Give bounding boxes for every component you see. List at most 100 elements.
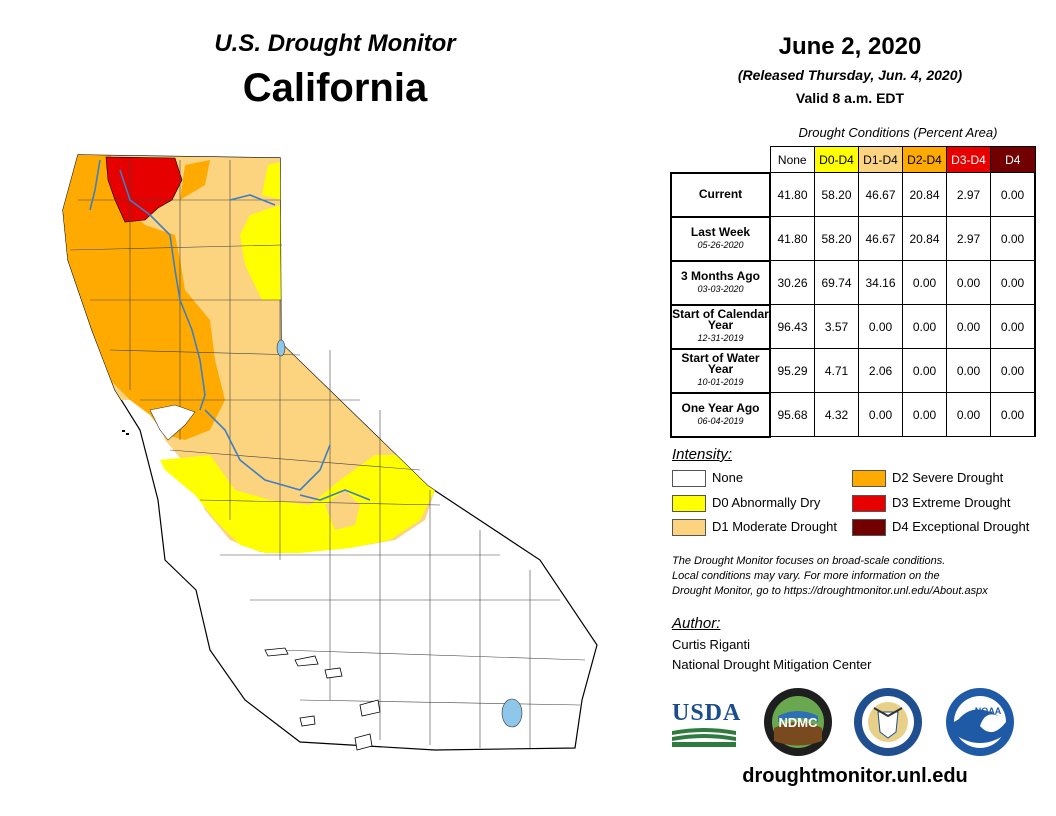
release-date: (Released Thursday, Jun. 4, 2020) <box>737 67 963 83</box>
table-row: Current 41.80 58.20 46.67 20.84 2.97 0.00 <box>670 171 1036 218</box>
usda-logo: USDA <box>672 700 742 750</box>
table-caption: Drought Conditions (Percent Area) <box>798 125 998 140</box>
row-label-text: One Year Ago <box>681 400 760 415</box>
table-cell: 69.74 <box>814 260 859 305</box>
table-cell: 0.00 <box>858 304 903 349</box>
row-label: Start of Water Year 10-01-2019 <box>670 347 771 394</box>
table-corner <box>671 147 770 173</box>
noaa-logo: NOAA <box>946 688 1014 756</box>
legend-swatch <box>852 470 886 487</box>
table-cell: 0.00 <box>990 216 1036 261</box>
table-cell: 0.00 <box>990 172 1036 217</box>
table-cell: 20.84 <box>902 172 947 217</box>
legend-label: D3 Extreme Drought <box>892 495 1011 510</box>
row-label-text: 3 Months Ago <box>681 268 760 283</box>
table-cell: 2.06 <box>858 348 903 393</box>
note-line-1: The Drought Monitor focuses on broad-sca… <box>672 555 946 567</box>
note-line-3: Drought Monitor, go to https://droughtmo… <box>672 585 988 597</box>
monitor-title: U.S. Drought Monitor <box>214 30 456 57</box>
row-label-text: Last Week <box>690 224 751 239</box>
row-date: 05-26-2020 <box>697 239 744 250</box>
author-organization: National Drought Mitigation Center <box>672 657 872 672</box>
d2-region-north <box>180 160 210 200</box>
table-cell: 95.68 <box>769 392 815 437</box>
usda-logo-text: USDA <box>672 700 742 726</box>
note-line-2: Local conditions may vary. For more info… <box>672 570 940 582</box>
column-header-d0-d4: D0-D4 <box>814 146 859 173</box>
california-drought-map <box>62 154 598 751</box>
table-row: Last Week 05-26-2020 41.80 58.20 46.67 20.84 2… <box>670 215 1036 262</box>
legend-swatch <box>672 470 706 487</box>
d0-region-northwest <box>262 162 281 200</box>
table-cell: 58.20 <box>814 172 859 217</box>
commerce-seal-logo <box>854 688 922 756</box>
row-label: Last Week 05-26-2020 <box>670 215 771 262</box>
row-date: 03-03-2020 <box>697 283 744 294</box>
table-cell: 4.71 <box>814 348 859 393</box>
row-date: 12-31-2019 <box>697 333 744 343</box>
column-header-none: None <box>769 146 815 173</box>
column-header-d3-d4: D3-D4 <box>946 146 991 173</box>
table-cell: 0.00 <box>858 392 903 437</box>
table-cell: 46.67 <box>858 216 903 261</box>
table-cell: 2.97 <box>946 172 991 217</box>
table-header-row: None D0-D4 D1-D4 D2-D4 D3-D4 D4 <box>671 146 1036 173</box>
legend-swatch <box>852 495 886 512</box>
table-cell: 0.00 <box>990 348 1036 393</box>
disclaimer-note: The Drought Monitor focuses on broad-sca… <box>672 554 1042 599</box>
d0-region-northeast <box>240 205 283 300</box>
row-label: Start of Calendar Year 12-31-2019 <box>670 303 771 350</box>
legend-label: D0 Abnormally Dry <box>712 495 821 510</box>
table-cell: 0.00 <box>946 348 991 393</box>
table-cell: 95.29 <box>769 348 815 393</box>
column-header-d1-d4: D1-D4 <box>858 146 903 173</box>
legend-label: None <box>712 470 744 485</box>
d1-south-pocket <box>325 490 360 530</box>
legend-swatch <box>672 519 706 536</box>
ndmc-logo: NDMC <box>764 688 832 756</box>
table-cell: 41.80 <box>769 216 815 261</box>
column-header-d4: D4 <box>990 146 1036 173</box>
table-row: Start of Calendar Year 12-31-2019 96.43 3.5… <box>670 303 1036 350</box>
row-date: 10-01-2019 <box>697 377 744 387</box>
table-row: One Year Ago 06-04-2019 95.68 4.32 0.00 0.00 0… <box>670 391 1036 438</box>
legend-label: D1 Moderate Drought <box>712 519 838 534</box>
d0-region-south <box>160 455 435 553</box>
table-cell: 46.67 <box>858 172 903 217</box>
row-label: 3 Months Ago 03-03-2020 <box>670 259 771 306</box>
legend-label: D2 Severe Drought <box>892 470 1004 485</box>
table-cell: 0.00 <box>946 304 991 349</box>
table-cell: 0.00 <box>902 392 947 437</box>
table-cell: 0.00 <box>946 392 991 437</box>
legend-swatch <box>672 495 706 512</box>
channel-islands <box>264 647 381 751</box>
table-cell: 0.00 <box>990 392 1036 437</box>
county-lines <box>69 160 586 748</box>
legend-label: D4 Exceptional Drought <box>892 519 1030 534</box>
row-label-text: Start of Water Year <box>681 351 760 376</box>
website-url[interactable]: droughtmonitor.unl.edu <box>742 765 968 787</box>
table-cell: 0.00 <box>946 260 991 305</box>
table-cell: 96.43 <box>769 304 815 349</box>
row-label-text: Start of Calendar Year <box>672 307 769 332</box>
author-name: Curtis Riganti <box>672 637 751 652</box>
ndmc-logo-text: NDMC <box>779 715 819 730</box>
drought-conditions-table: None D0-D4 D1-D4 D2-D4 D3-D4 D4 Current 41.80 5… <box>670 146 1036 438</box>
lake-tahoe <box>276 339 286 357</box>
table-cell: 20.84 <box>902 216 947 261</box>
table-cell: 0.00 <box>990 260 1036 305</box>
row-label: One Year Ago 06-04-2019 <box>670 391 771 438</box>
table-cell: 4.32 <box>814 392 859 437</box>
d2-region <box>63 155 225 440</box>
d3-region <box>105 156 183 223</box>
map-date: June 2, 2020 <box>778 33 922 60</box>
column-header-d2-d4: D2-D4 <box>902 146 947 173</box>
table-row: Start of Water Year 10-01-2019 95.29 4.71 2.… <box>670 347 1036 394</box>
noaa-logo-text: NOAA <box>975 706 1002 716</box>
table-cell: 0.00 <box>902 348 947 393</box>
row-date: 06-04-2019 <box>697 415 744 426</box>
table-cell: 2.97 <box>946 216 991 261</box>
table-cell: 34.16 <box>858 260 903 305</box>
author-title: Author: <box>672 615 721 632</box>
table-cell: 30.26 <box>769 260 815 305</box>
